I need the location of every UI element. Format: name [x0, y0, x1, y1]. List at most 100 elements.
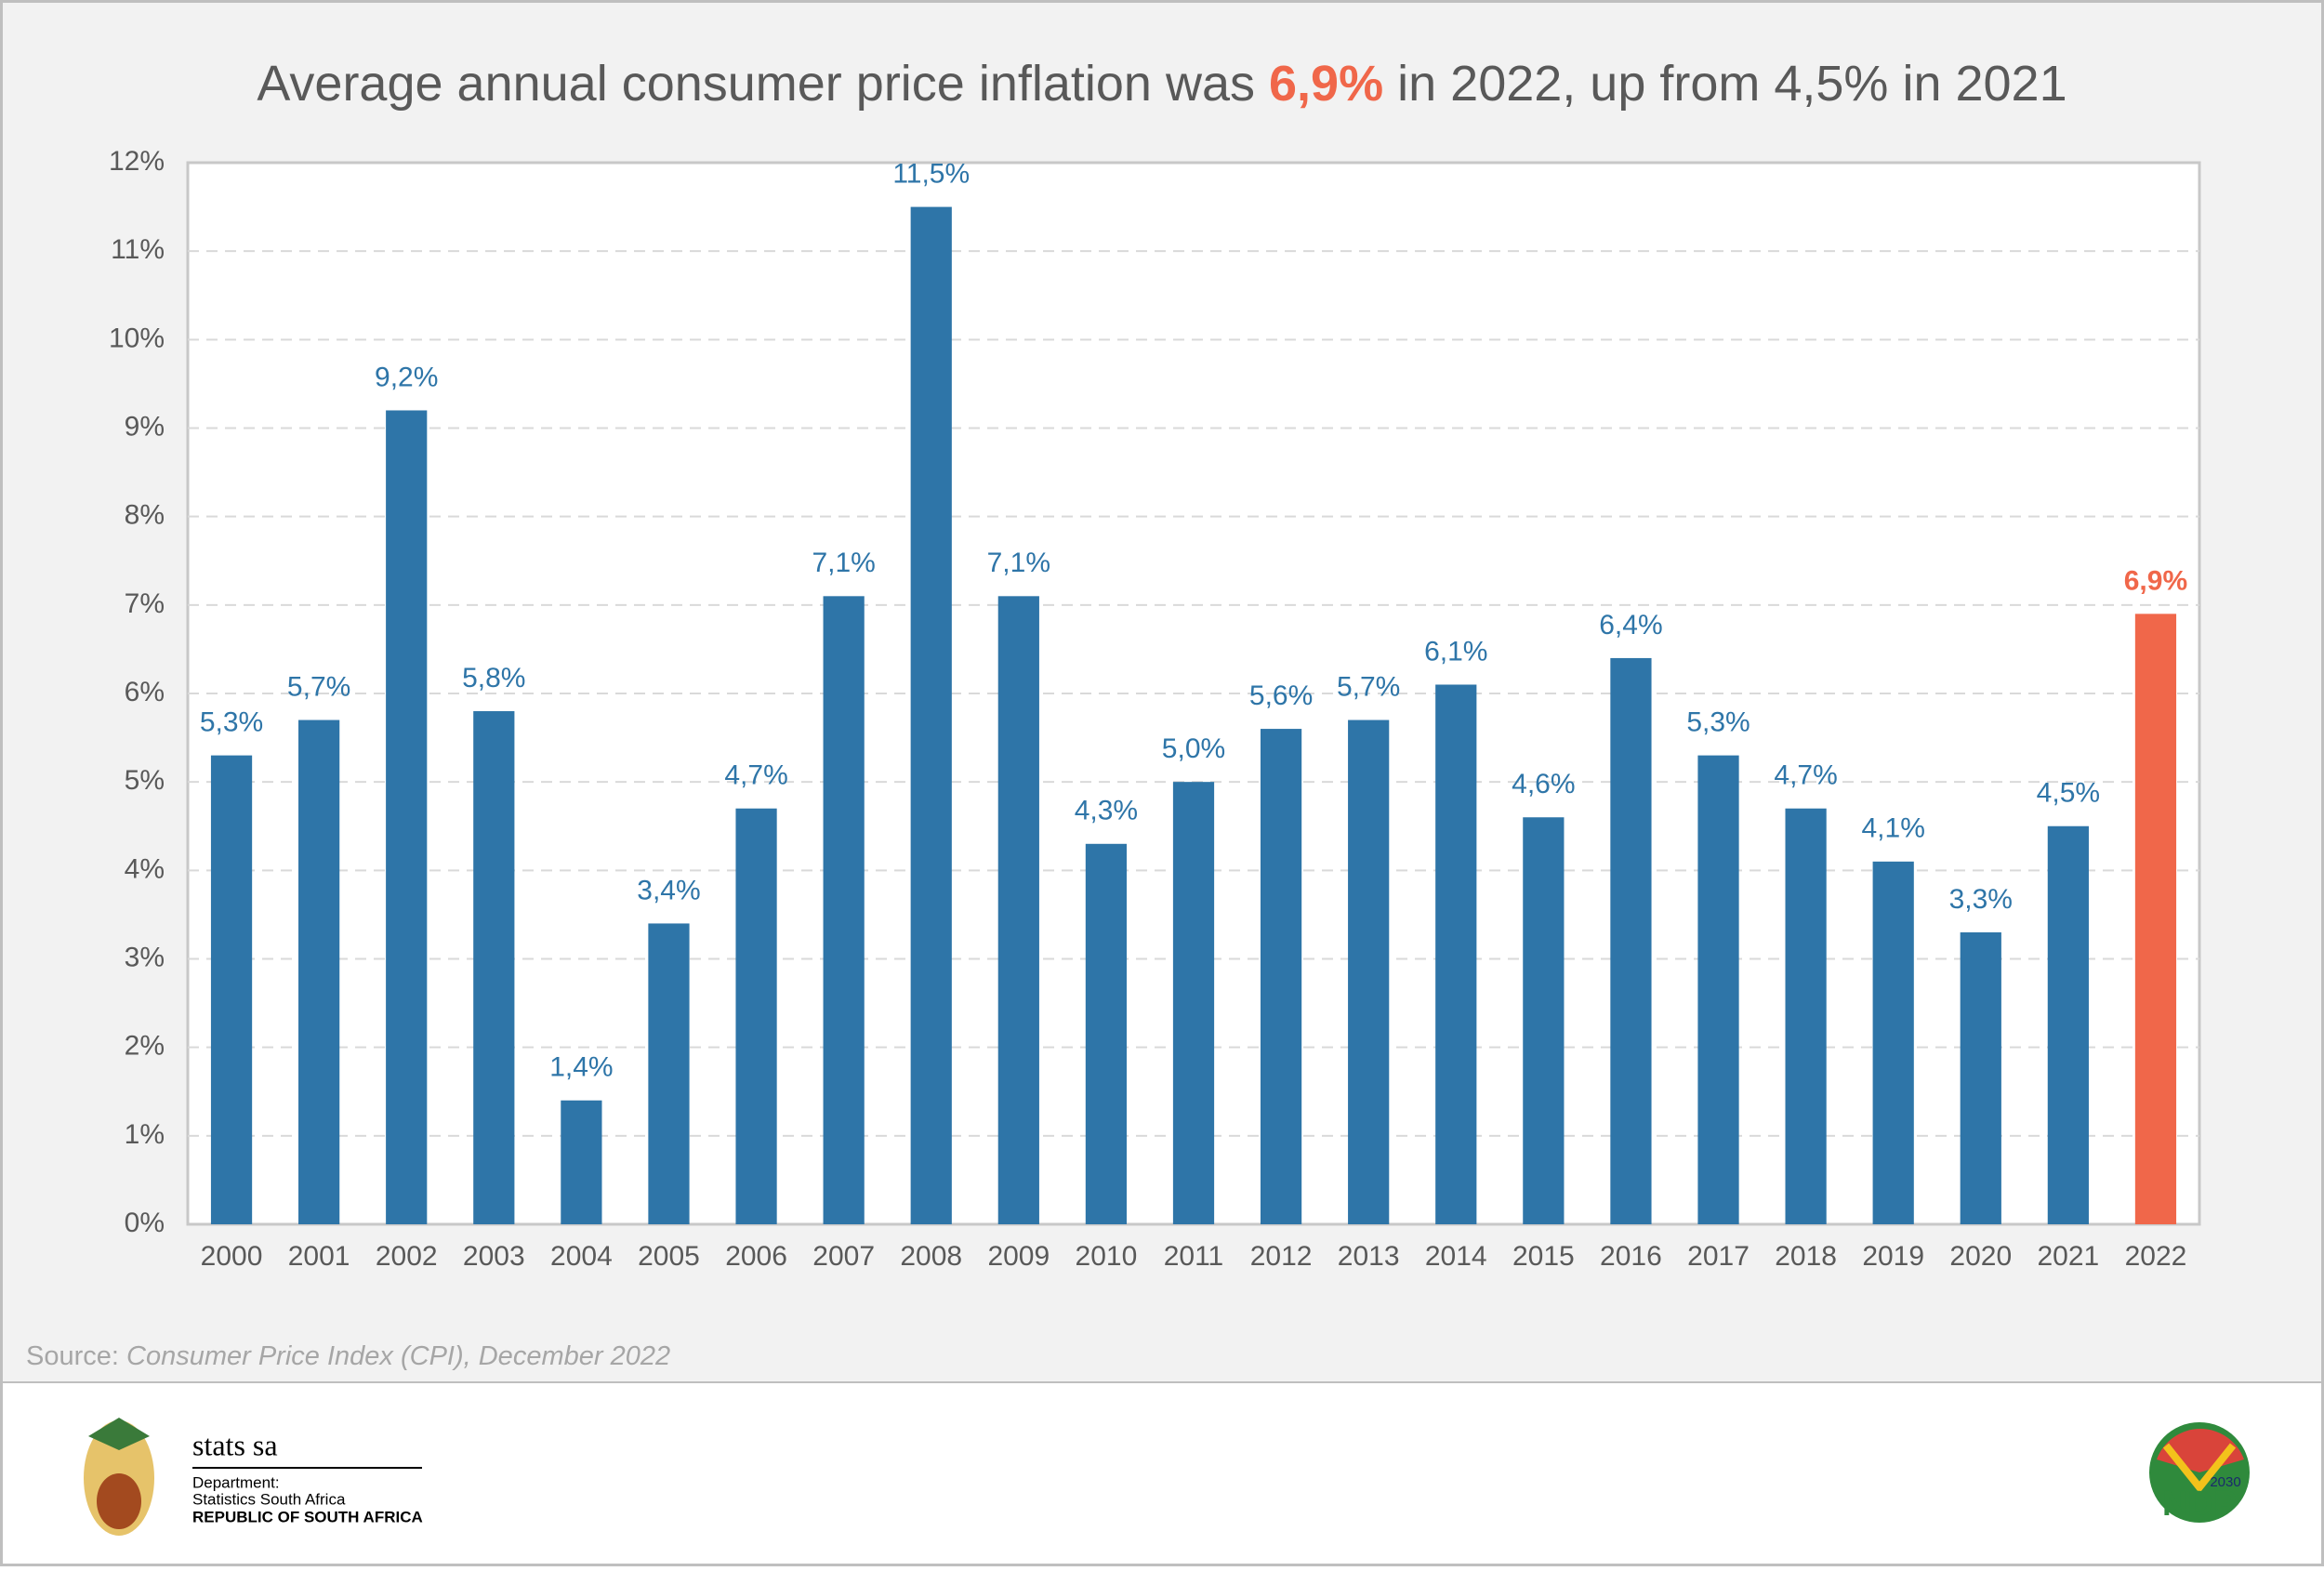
x-tick-label: 2018: [1775, 1241, 1837, 1272]
x-tick-label: 2003: [463, 1241, 525, 1272]
value-label: 6,1%: [1424, 636, 1487, 667]
emblem-shield: [97, 1473, 141, 1529]
footer-band: [3, 1382, 2321, 1564]
bar: [2047, 825, 2089, 1224]
x-tick-label: 2005: [638, 1241, 700, 1272]
x-tick-label: 2002: [376, 1241, 438, 1272]
x-tick-label: 2013: [1338, 1241, 1400, 1272]
x-tick-label: 2016: [1600, 1241, 1662, 1272]
value-label: 5,0%: [1162, 733, 1225, 764]
bar: [561, 1100, 602, 1224]
value-label: 5,7%: [287, 671, 350, 702]
y-tick-label: 1%: [125, 1119, 165, 1150]
x-tick-label: 2014: [1425, 1241, 1487, 1272]
bar: [298, 719, 340, 1224]
bar: [997, 596, 1039, 1224]
y-tick-label: 11%: [111, 234, 165, 265]
y-tick-label: 2%: [125, 1031, 165, 1062]
agency: Statistics South Africa: [192, 1490, 346, 1508]
logo-name: stats sa: [192, 1428, 278, 1461]
x-tick-label: 2007: [812, 1241, 875, 1272]
title-highlight: 6,9%: [1269, 56, 1383, 112]
y-tick-label: 5%: [125, 765, 165, 796]
source: Source: Consumer Price Index (CPI), Dece…: [26, 1341, 670, 1371]
value-label: 3,3%: [1949, 884, 2013, 915]
bar: [735, 808, 777, 1224]
value-label: 6,4%: [1599, 610, 1662, 640]
y-tick-label: 10%: [109, 323, 165, 353]
x-tick-label: 2006: [725, 1241, 787, 1272]
bar: [1260, 729, 1302, 1224]
y-tick-label: 8%: [125, 500, 165, 531]
y-tick-label: 12%: [109, 146, 165, 177]
value-label: 4,1%: [1862, 813, 1925, 844]
x-tick-label: 2022: [2125, 1241, 2187, 1272]
department: Department:: [192, 1473, 280, 1491]
ndp-text: NDP: [2162, 1485, 2237, 1524]
source-text: Consumer Price Index (CPI), December 202…: [126, 1341, 670, 1371]
value-label: 4,5%: [2037, 778, 2100, 809]
x-tick-label: 2009: [987, 1241, 1050, 1272]
value-label: 11,5%: [892, 159, 970, 190]
x-tick-label: 2008: [900, 1241, 962, 1272]
value-label: 4,7%: [724, 760, 787, 791]
bar: [1523, 817, 1565, 1224]
value-label: 5,3%: [200, 707, 263, 738]
ndp-logo: 2030 NDP: [2149, 1422, 2250, 1524]
bar: [1872, 861, 1914, 1224]
value-label: 4,6%: [1512, 769, 1575, 799]
emblem-wings: [88, 1418, 150, 1450]
bar: [210, 755, 253, 1224]
bar: [1172, 782, 1215, 1224]
x-tick-label: 2015: [1512, 1241, 1575, 1272]
bar: [1697, 755, 1739, 1224]
value-label: 5,8%: [462, 663, 525, 693]
title-part: Average annual consumer price inflation …: [257, 56, 1255, 112]
x-tick-label: 2004: [550, 1241, 613, 1272]
value-label: 7,1%: [812, 548, 875, 578]
x-tick-label: 2017: [1687, 1241, 1750, 1272]
x-tick-label: 2010: [1076, 1241, 1138, 1272]
value-label: 3,4%: [637, 875, 700, 905]
country: REPUBLIC OF SOUTH AFRICA: [192, 1508, 423, 1525]
chart-title: Average annual consumer price inflation …: [257, 56, 2067, 112]
value-label: 5,6%: [1249, 680, 1313, 711]
y-tick-label: 4%: [125, 853, 165, 884]
y-tick-label: 3%: [125, 942, 165, 972]
value-label: 5,7%: [1337, 671, 1400, 702]
bar: [1348, 719, 1390, 1224]
coat-of-arms: [84, 1418, 154, 1536]
x-tick-label: 2001: [288, 1241, 350, 1272]
ndp-chevron: [2162, 1443, 2237, 1494]
value-label: 9,2%: [375, 362, 438, 392]
value-label: 6,9%: [2124, 565, 2187, 596]
bar: [648, 923, 690, 1224]
x-tick-label: 2021: [2037, 1241, 2099, 1272]
value-label: 4,3%: [1075, 796, 1138, 826]
y-tick-label: 6%: [125, 677, 165, 707]
bar: [910, 206, 952, 1224]
bar: [1435, 684, 1477, 1224]
ndp-year: 2030: [2210, 1474, 2240, 1490]
bar: [2134, 614, 2177, 1224]
y-tick-label: 9%: [125, 411, 165, 442]
bar: [1085, 843, 1128, 1224]
x-tick-label: 2011: [1164, 1241, 1224, 1272]
value-label: 4,7%: [1774, 760, 1837, 791]
x-tick-label: 2019: [1862, 1241, 1924, 1272]
x-tick-label: 2012: [1250, 1241, 1313, 1272]
bar: [386, 410, 428, 1224]
value-label: 5,3%: [1686, 707, 1750, 738]
bar: [1610, 657, 1652, 1224]
x-tick-label: 2000: [201, 1241, 263, 1272]
bar: [823, 596, 865, 1224]
bar: [1960, 931, 2001, 1224]
x-tick-label: 2020: [1949, 1241, 2012, 1272]
bar: [1785, 808, 1827, 1224]
value-label: 7,1%: [987, 548, 1050, 578]
y-tick-label: 7%: [125, 588, 165, 619]
value-label: 1,4%: [549, 1052, 613, 1083]
title-part: in 2022, up from 4,5% in 2021: [1397, 56, 2067, 112]
